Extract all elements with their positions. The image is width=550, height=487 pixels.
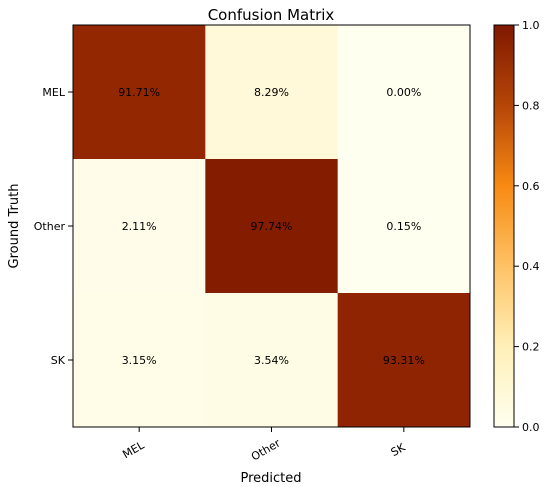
y-axis: MEL Other SK — [34, 86, 73, 367]
cell-value-label: 0.15% — [386, 220, 421, 233]
cell-value-label: 8.29% — [254, 86, 289, 99]
colorbar-tick-label: 0.6 — [522, 180, 540, 193]
cell-value-label: 3.54% — [254, 354, 289, 367]
cell-value-label: 91.71% — [118, 86, 160, 99]
cell-value-label: 97.74% — [251, 220, 293, 233]
colorbar-tick-label: 0.0 — [522, 421, 540, 434]
cell-value-label: 3.15% — [122, 354, 157, 367]
cell-value-label: 0.00% — [386, 86, 421, 99]
heatmap-cell-r2-c0 — [73, 293, 206, 428]
heatmap-cell-r0-c2 — [337, 25, 471, 160]
colorbar — [493, 24, 515, 428]
colorbar-tick-label: 1.0 — [522, 19, 540, 32]
y-axis-label: Ground Truth — [7, 184, 22, 269]
heatmap-cell-r0-c1 — [205, 25, 339, 160]
cell-value-label: 2.11% — [122, 220, 157, 233]
y-tick-label: Other — [34, 220, 66, 233]
x-tick-label: Other — [249, 436, 283, 463]
x-tick-label: SK — [389, 440, 408, 459]
y-tick-label: MEL — [42, 86, 65, 99]
colorbar-tick-label: 0.4 — [522, 260, 540, 273]
chart-title: Confusion Matrix — [208, 6, 335, 24]
heatmap-cells — [73, 25, 471, 428]
x-axis: MEL Other SK — [120, 427, 408, 463]
heatmap-cell-r2-c2 — [337, 293, 471, 428]
heatmap-cell-r1-c2 — [337, 159, 471, 294]
y-tick-label: SK — [51, 354, 66, 367]
x-axis-label: Predicted — [240, 471, 301, 486]
heatmap-cell-r0-c0 — [73, 25, 206, 160]
x-tick-label: MEL — [120, 438, 147, 461]
colorbar-tick-label: 0.2 — [522, 341, 540, 354]
colorbar-tick-label: 0.8 — [522, 99, 540, 112]
colorbar-ticks: 0.0 0.2 0.4 0.6 0.8 1.0 — [514, 19, 540, 434]
heatmap-cell-r2-c1 — [205, 293, 339, 428]
cell-value-label: 93.31% — [383, 354, 425, 367]
heatmap-cell-r1-c1 — [205, 159, 339, 294]
heatmap-cell-r1-c0 — [73, 159, 206, 294]
heatmap-cell-labels: 91.71% 8.29% 0.00% 2.11% 97.74% 0.15% 3.15% 3.5… — [118, 86, 425, 367]
